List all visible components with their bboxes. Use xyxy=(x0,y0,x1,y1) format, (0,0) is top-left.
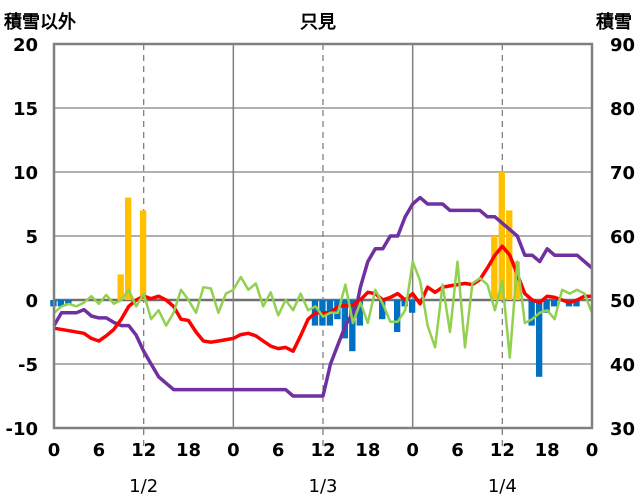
date-labels: 1/2 1/3 1/4 xyxy=(129,476,517,497)
yellow-bar-mark xyxy=(139,210,147,300)
chart-title: 只見 xyxy=(300,12,336,33)
x-tick-label: 18 xyxy=(535,440,560,461)
right-tick-label: 30 xyxy=(610,419,635,440)
blue-bar-mark xyxy=(57,300,65,307)
x-tick-label: 6 xyxy=(272,440,285,461)
blue-bar-mark xyxy=(401,300,408,307)
blue-bar-mark xyxy=(356,300,363,326)
left-tick-label: -10 xyxy=(5,419,38,440)
blue-bar-mark xyxy=(543,300,550,313)
blue-bar-mark xyxy=(535,300,543,377)
green-line-series xyxy=(53,260,594,359)
yellow-bar-mark xyxy=(117,274,124,300)
bars-layer xyxy=(50,172,580,377)
blue-bar-mark xyxy=(393,300,401,332)
blue-bar-mark xyxy=(528,300,535,326)
left-tick-label: 15 xyxy=(13,99,38,120)
lines-layer xyxy=(52,195,594,398)
date-label: 1/4 xyxy=(488,476,517,497)
x-tick-label: 0 xyxy=(586,440,599,461)
x-tick-label: 6 xyxy=(451,440,464,461)
x-tick-label: 12 xyxy=(310,440,335,461)
left-axis-label: 積雪以外 xyxy=(3,11,76,33)
x-tick-label: 18 xyxy=(355,440,380,461)
x-tick-label: 0 xyxy=(406,440,419,461)
blue-bar-mark xyxy=(334,300,341,320)
blue-bar-mark xyxy=(550,300,558,307)
right-tick-label: 60 xyxy=(610,227,635,248)
x-tick-label: 0 xyxy=(48,440,61,461)
blue-bar-mark xyxy=(65,300,72,304)
right-tick-label: 70 xyxy=(610,163,635,184)
date-label: 1/3 xyxy=(309,476,338,497)
left-tick-label: 5 xyxy=(25,227,38,248)
blue-bar-mark xyxy=(349,300,356,352)
purple-line-series xyxy=(52,195,594,398)
blue-bar-mark xyxy=(341,300,349,339)
x-tick-label: 18 xyxy=(176,440,201,461)
left-tick-label: 10 xyxy=(13,163,38,184)
left-tick-label: 20 xyxy=(13,35,38,56)
x-tick-labels: 0 6 12 18 0 6 12 18 0 6 12 18 0 xyxy=(48,440,599,461)
x-tick-label: 12 xyxy=(131,440,156,461)
x-tick-label: 0 xyxy=(227,440,240,461)
left-tick-label: -5 xyxy=(18,355,38,376)
right-tick-label: 80 xyxy=(610,99,635,120)
blue-bar-mark xyxy=(379,300,386,320)
yellow-bar-mark xyxy=(124,197,132,300)
right-tick-label: 50 xyxy=(610,291,635,312)
right-tick-label: 90 xyxy=(610,35,635,56)
plot-frame xyxy=(52,42,594,430)
yellow-bar-mark xyxy=(491,236,498,300)
date-label: 1/2 xyxy=(129,476,158,497)
yellow-bar-mark xyxy=(498,172,505,300)
left-tick-labels: 20 15 10 5 0 -5 -10 xyxy=(5,35,38,440)
blue-bar-mark xyxy=(408,300,416,313)
blue-bar-mark xyxy=(573,300,580,307)
x-tick-label: 12 xyxy=(490,440,515,461)
right-tick-label: 40 xyxy=(610,355,635,376)
right-tick-labels: 90 80 70 60 50 40 30 xyxy=(610,35,635,440)
right-axis-label: 積雪 xyxy=(595,11,632,33)
left-tick-label: 0 xyxy=(25,291,38,312)
x-tick-label: 6 xyxy=(93,440,106,461)
